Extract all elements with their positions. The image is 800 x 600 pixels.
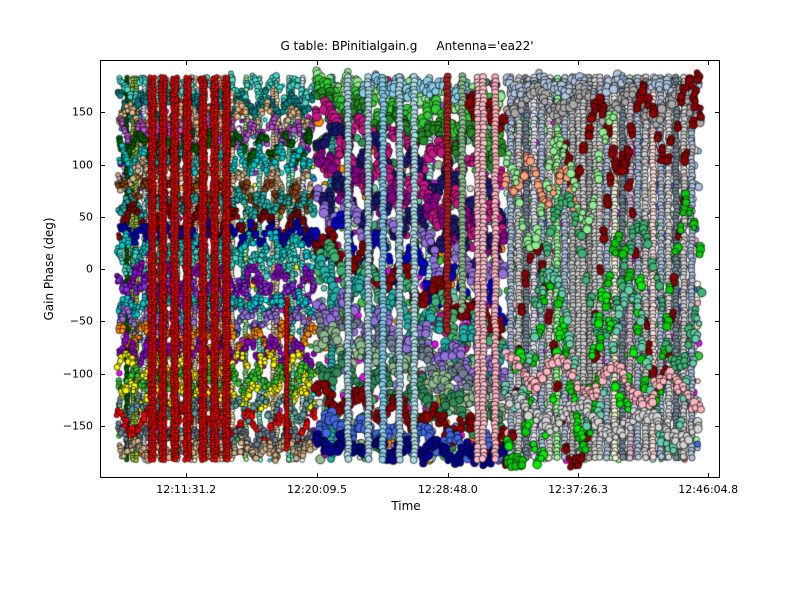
x-tick-mark (186, 473, 188, 477)
x-tick-label: 12:46:04.8 (678, 483, 739, 496)
x-tick-mark (447, 473, 449, 477)
y-tick-mark (101, 216, 105, 218)
x-tick-mark (708, 473, 710, 477)
x-tick-mark (447, 61, 449, 65)
x-tick-label: 12:20:09.5 (287, 483, 347, 496)
x-tick-label: 12:37:26.3 (548, 483, 608, 496)
x-tick-mark (317, 61, 318, 65)
y-tick-label: 100 (72, 158, 93, 171)
y-tick-mark (101, 425, 105, 427)
x-tick-mark (578, 473, 580, 477)
y-tick-mark (715, 112, 719, 114)
y-tick-mark (715, 216, 719, 218)
plot-area (100, 60, 720, 478)
chart-title: G table: BPinitialgain.g Antenna='ea22' (280, 39, 534, 53)
y-tick-label: −150 (62, 419, 93, 433)
y-tick-label: −100 (62, 367, 93, 380)
y-tick-mark (715, 321, 719, 323)
y-tick-label: 50 (79, 210, 93, 224)
y-tick-mark (715, 269, 719, 270)
x-axis-label: Time (391, 499, 421, 513)
x-tick-mark (578, 61, 580, 65)
x-tick-mark (708, 61, 710, 65)
y-tick-mark (101, 112, 105, 114)
y-tick-mark (101, 373, 105, 375)
y-tick-mark (101, 164, 105, 166)
y-tick-label: −50 (69, 314, 93, 328)
y-tick-label: 150 (72, 105, 93, 119)
x-tick-mark (186, 61, 188, 65)
x-tick-label: 12:28:48.0 (417, 483, 478, 496)
y-tick-mark (715, 425, 719, 427)
y-tick-mark (101, 269, 105, 270)
scatter-canvas (101, 61, 719, 477)
x-tick-label: 12:11:31.2 (156, 483, 217, 496)
y-tick-mark (101, 321, 105, 323)
x-tick-mark (317, 473, 318, 477)
y-tick-mark (715, 164, 719, 166)
y-tick-mark (715, 373, 719, 375)
y-tick-label: 0 (86, 262, 93, 276)
